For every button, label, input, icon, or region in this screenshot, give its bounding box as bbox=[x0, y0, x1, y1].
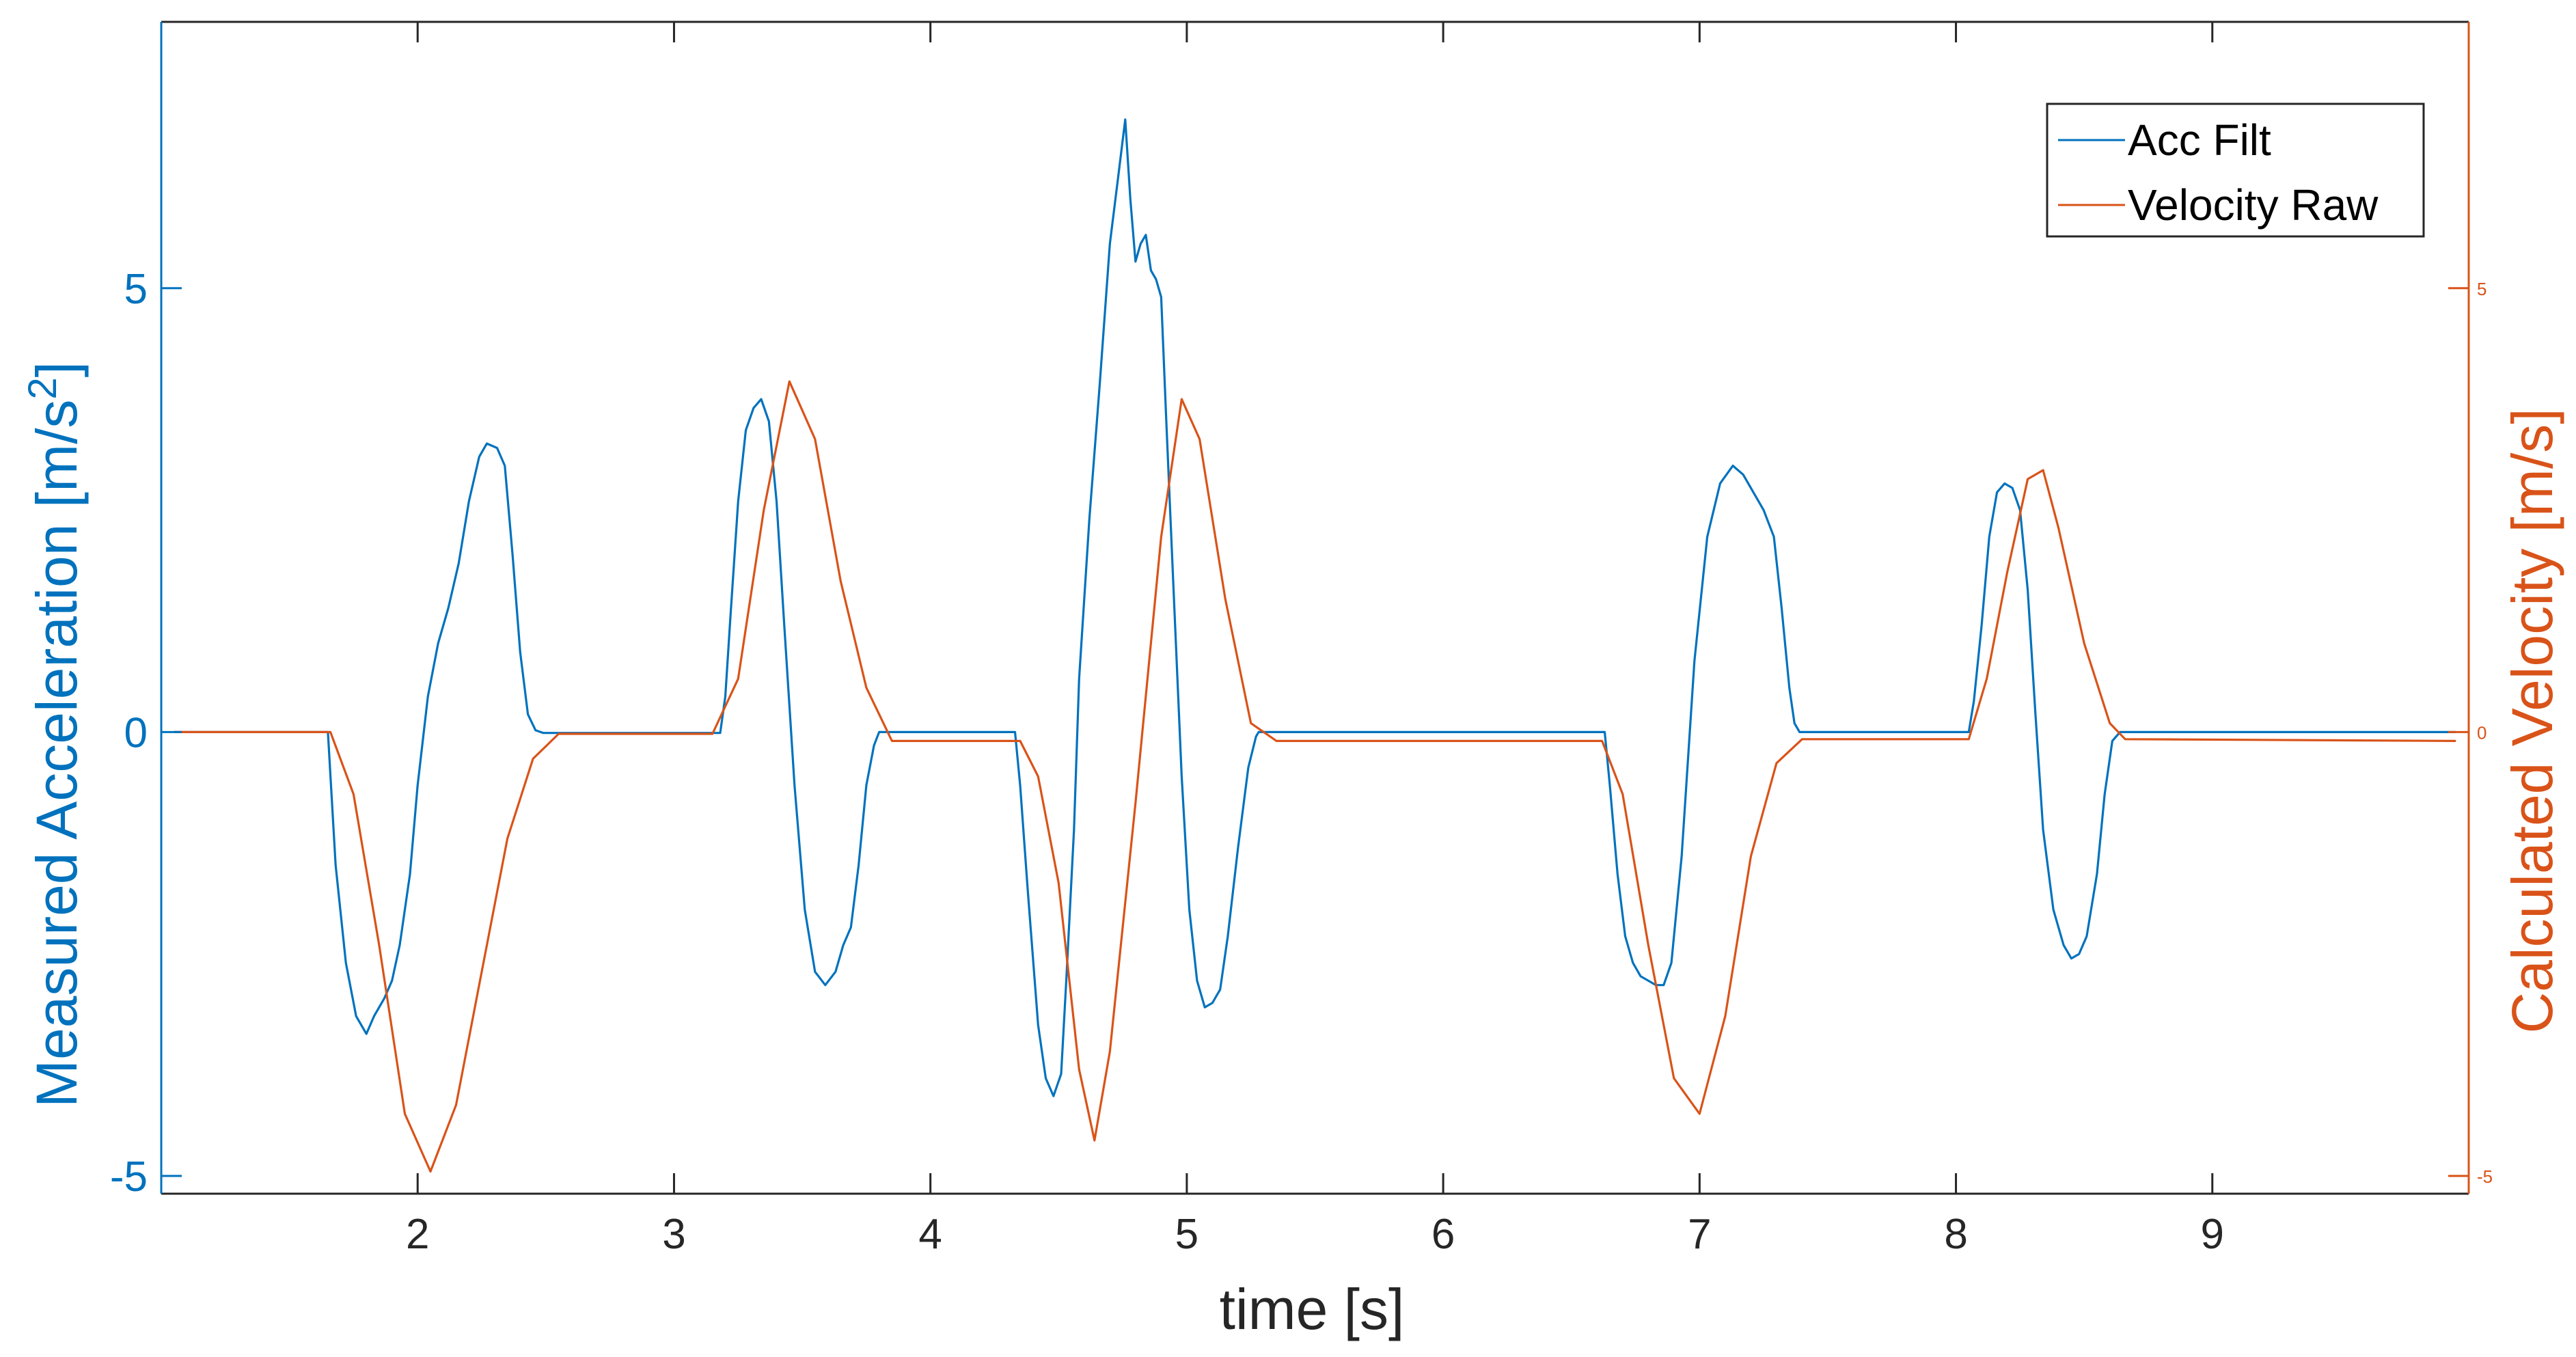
x-tick-label: 7 bbox=[1688, 1211, 1711, 1258]
x-tick-label: 3 bbox=[662, 1211, 685, 1258]
y-axis-left-label: Measured Acceleration [m/s2] bbox=[20, 361, 89, 1108]
x-axis-label: time [s] bbox=[1220, 1277, 1405, 1341]
series-line-velocity-raw bbox=[174, 380, 2456, 1173]
y-axis-right-label: Calculated Velocity [m/s] bbox=[2500, 408, 2564, 1033]
x-tick-label: 5 bbox=[1175, 1211, 1198, 1258]
x-tick-label: 6 bbox=[1431, 1211, 1455, 1258]
y-tick-left-label: -5 bbox=[110, 1153, 148, 1201]
x-tick-label: 8 bbox=[1944, 1211, 1967, 1258]
y-tick-left-label: 5 bbox=[124, 266, 148, 313]
x-tick-label: 4 bbox=[918, 1211, 942, 1258]
y-tick-right-label: 0 bbox=[2477, 722, 2486, 743]
series-line-acc-filt bbox=[174, 118, 2456, 1097]
legend-label-acc-filt: Acc Filt bbox=[2128, 115, 2271, 165]
legend-label-velocity-raw: Velocity Raw bbox=[2128, 180, 2379, 230]
axes-layer: 2 3 4 5 6 7 8 9 5 0 -5 5 0 -5 bbox=[110, 20, 2493, 1258]
y-tick-left-label: 0 bbox=[124, 709, 148, 756]
y-axis-left-label-end: ] bbox=[25, 361, 89, 377]
legend: Acc Filt Velocity Raw bbox=[2046, 102, 2425, 238]
y-axis-left-label-base: Measured Acceleration [m/s bbox=[25, 400, 89, 1108]
y-tick-right-label: -5 bbox=[2477, 1166, 2493, 1187]
legend-box bbox=[2046, 102, 2425, 238]
y-axis-left-label-sup: 2 bbox=[20, 377, 65, 399]
x-tick-label: 2 bbox=[406, 1211, 429, 1258]
series-layer bbox=[174, 118, 2456, 1173]
y-tick-right-label: 5 bbox=[2477, 279, 2486, 299]
x-tick-label: 9 bbox=[2201, 1211, 2224, 1258]
